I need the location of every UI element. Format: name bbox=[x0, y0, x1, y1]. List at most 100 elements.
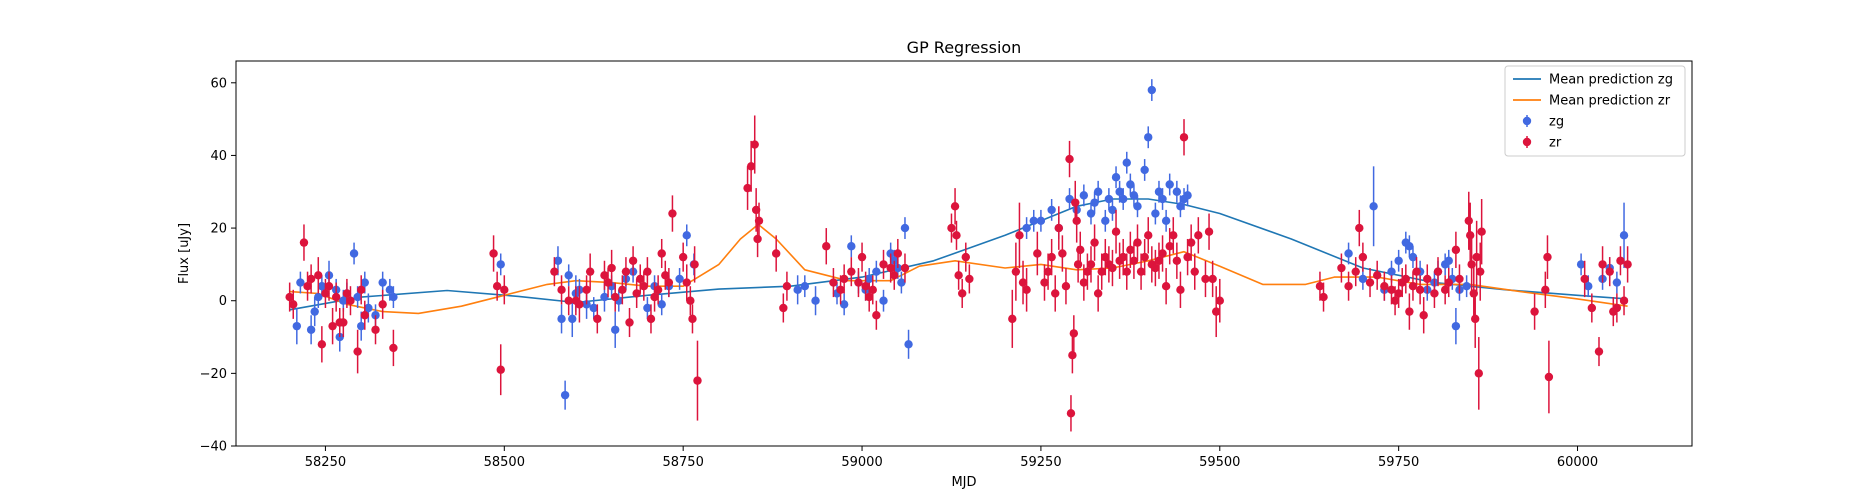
data-point bbox=[746, 162, 756, 171]
data-point bbox=[1079, 278, 1089, 287]
data-point bbox=[1129, 256, 1139, 265]
data-point bbox=[1201, 274, 1210, 284]
data-point bbox=[1455, 274, 1464, 284]
data-point bbox=[743, 183, 752, 193]
data-point bbox=[1093, 187, 1103, 196]
legend-label: Mean prediction zr bbox=[1549, 94, 1671, 109]
data-point bbox=[1584, 281, 1593, 291]
data-point bbox=[342, 289, 352, 298]
data-point bbox=[847, 267, 856, 276]
data-point bbox=[1111, 173, 1121, 182]
data-point bbox=[1472, 252, 1481, 262]
data-point bbox=[1015, 231, 1024, 240]
data-point bbox=[950, 202, 960, 211]
data-point bbox=[1069, 329, 1079, 338]
data-point bbox=[292, 321, 302, 331]
data-point bbox=[331, 292, 341, 302]
data-point bbox=[857, 252, 867, 262]
data-point bbox=[575, 300, 584, 309]
x-tick-label: 59750 bbox=[1378, 455, 1419, 470]
data-point bbox=[657, 300, 666, 309]
data-point bbox=[321, 289, 330, 298]
data-point bbox=[829, 278, 838, 287]
data-point bbox=[1058, 249, 1067, 258]
y-axis-label: Flux [uJy] bbox=[177, 223, 192, 284]
data-point bbox=[1464, 216, 1473, 226]
data-point bbox=[607, 263, 616, 273]
data-point bbox=[864, 292, 874, 302]
data-point bbox=[1405, 242, 1414, 251]
data-point bbox=[1097, 267, 1106, 276]
data-point bbox=[1430, 289, 1439, 298]
data-point bbox=[1612, 278, 1622, 287]
data-point bbox=[1165, 242, 1174, 251]
data-point bbox=[664, 278, 674, 287]
data-point bbox=[1315, 281, 1325, 291]
data-point bbox=[1047, 205, 1056, 215]
data-point bbox=[557, 285, 566, 295]
legend-label: zr bbox=[1549, 136, 1562, 151]
data-point bbox=[1394, 256, 1403, 265]
data-point bbox=[682, 231, 691, 240]
x-tick-label: 59500 bbox=[1199, 455, 1240, 470]
data-point bbox=[1440, 285, 1450, 295]
data-point bbox=[1380, 281, 1389, 291]
y-tick-label: 0 bbox=[219, 294, 227, 309]
data-point bbox=[1122, 267, 1131, 276]
data-point bbox=[625, 318, 634, 327]
data-point bbox=[1147, 85, 1157, 95]
data-point bbox=[1415, 285, 1425, 295]
data-point bbox=[847, 242, 856, 251]
data-point bbox=[1118, 252, 1128, 262]
data-point bbox=[782, 281, 792, 291]
data-point bbox=[1372, 271, 1382, 280]
data-point bbox=[650, 292, 659, 302]
data-point bbox=[668, 209, 677, 218]
data-point bbox=[1071, 198, 1080, 207]
data-point bbox=[1090, 198, 1099, 207]
data-point bbox=[886, 263, 895, 273]
data-point bbox=[688, 314, 697, 324]
data-point bbox=[1194, 231, 1203, 240]
y-tick-label: 20 bbox=[210, 222, 227, 237]
data-point bbox=[1365, 278, 1375, 287]
data-point bbox=[1018, 278, 1028, 287]
data-point bbox=[1444, 278, 1453, 287]
data-point bbox=[1390, 296, 1400, 305]
data-point bbox=[1204, 227, 1214, 236]
data-point bbox=[1161, 216, 1171, 226]
data-point bbox=[690, 260, 699, 269]
data-point bbox=[1073, 260, 1083, 269]
data-point bbox=[879, 260, 888, 269]
y-tick-label: −40 bbox=[200, 440, 227, 455]
data-point bbox=[1433, 267, 1443, 276]
data-point bbox=[1172, 187, 1182, 196]
data-point bbox=[1008, 314, 1017, 324]
data-point bbox=[611, 325, 620, 334]
data-point bbox=[1126, 245, 1135, 255]
data-point bbox=[1040, 278, 1049, 287]
data-point bbox=[836, 285, 845, 295]
data-point bbox=[1419, 311, 1428, 320]
x-tick-label: 60000 bbox=[1557, 455, 1598, 470]
data-point bbox=[1612, 303, 1622, 313]
data-point bbox=[299, 238, 309, 247]
data-point bbox=[1083, 267, 1092, 276]
data-point bbox=[1358, 274, 1368, 284]
data-point bbox=[389, 292, 398, 302]
data-point bbox=[1387, 267, 1396, 276]
data-point bbox=[1412, 267, 1421, 276]
data-point bbox=[621, 267, 631, 276]
data-point bbox=[1158, 249, 1167, 258]
data-point bbox=[750, 140, 759, 149]
data-point bbox=[1022, 223, 1031, 233]
data-point bbox=[954, 271, 963, 280]
data-point bbox=[314, 271, 323, 280]
data-point bbox=[1394, 289, 1403, 298]
data-point bbox=[1344, 249, 1353, 258]
data-point bbox=[1144, 231, 1153, 240]
data-point bbox=[839, 274, 849, 284]
data-point bbox=[1467, 260, 1476, 269]
data-point bbox=[1076, 245, 1085, 255]
data-point bbox=[1623, 260, 1632, 269]
